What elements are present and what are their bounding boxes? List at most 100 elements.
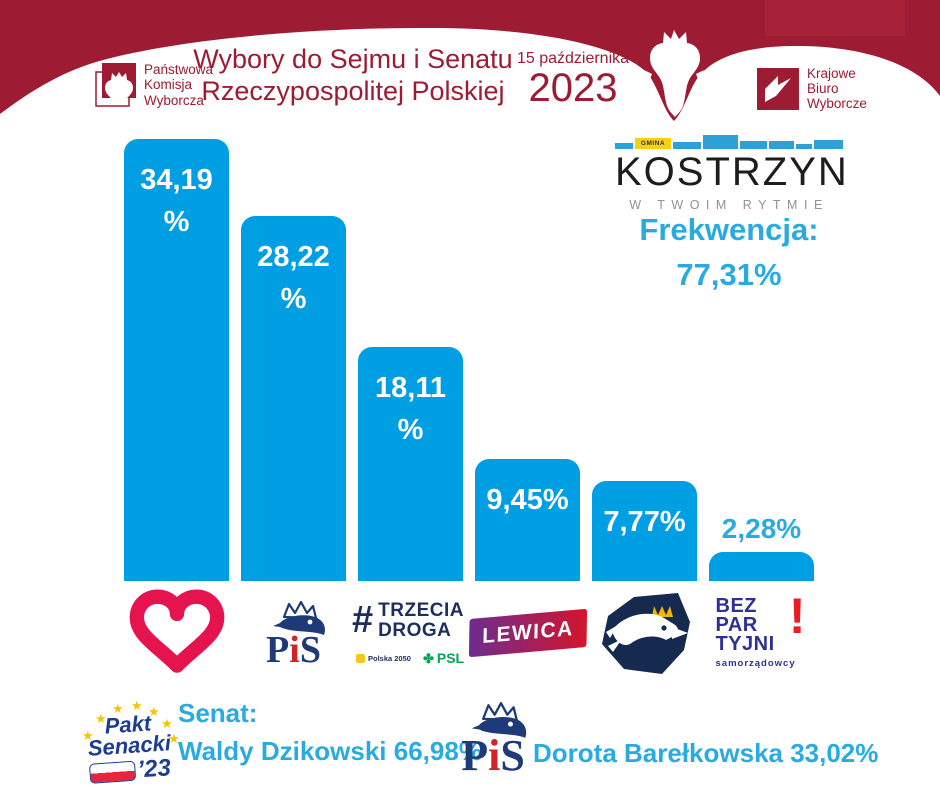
turnout-value: 77,31% xyxy=(676,257,782,292)
party-logo-lewica: LEWICA xyxy=(468,585,587,680)
party-logo-pis: PiS xyxy=(241,585,346,680)
party-logo-trzecia-droga: # TRZECIA DROGA Polska 2050 ✤ PSL xyxy=(352,585,470,680)
results-bar-chart: 34,19% 28,22% 18,11% 9,45% 7,77% 2,28% xyxy=(124,139,814,581)
pakt-senacki-logo: ★ ★ ★ ★ ★ ★ ★ Pakt Senacki ’23 xyxy=(82,698,184,784)
pakt-senacki-text: Pakt Senacki ’23 xyxy=(86,710,174,785)
date-day-month: 15 października xyxy=(516,50,630,67)
pis-letter-s: S xyxy=(500,731,525,780)
pis-wordmark: PiS xyxy=(461,734,525,778)
bar-value-label: 34,19% xyxy=(140,164,213,239)
header-band-graphic xyxy=(0,0,940,121)
bar-rect: 7,77% xyxy=(592,480,697,581)
bar-rect: 9,45% xyxy=(475,458,580,581)
pis-wordmark: PiS xyxy=(266,631,321,669)
poland-flag-icon xyxy=(88,760,137,784)
eq-bar xyxy=(673,142,701,149)
eq-bar xyxy=(615,143,633,149)
band-accent-rect xyxy=(765,0,905,36)
bar-value-label: 9,45% xyxy=(486,483,569,516)
star-icon: ★ xyxy=(131,698,143,713)
bar-value-label: 18,11% xyxy=(375,371,446,446)
kbw-line2: Biuro xyxy=(807,81,839,97)
kbw-logo: Krajowe Biuro Wyborcze xyxy=(757,66,867,111)
pkw-line2: Komisja xyxy=(144,77,193,93)
hash-icon: # xyxy=(352,599,374,641)
pis-eagle-icon xyxy=(471,701,527,738)
kostrzyn-logo: GMINA KOSTRZYN W TWOIM RYTMIE xyxy=(615,133,849,212)
pis-letter-p: P xyxy=(266,629,290,672)
kbw-line1: Krajowe xyxy=(807,66,856,81)
bar-column-2: 28,22% xyxy=(241,139,346,581)
senate-candidate-2-result: Dorota Barełkowska 33,02% xyxy=(533,738,879,768)
senate-candidate-1-result: Waldy Dzikowski 66,98% xyxy=(178,736,482,766)
turnout-block: Frekwencja: 77,31% xyxy=(600,212,858,293)
title-line1: Wybory do Sejmu i Senatu xyxy=(193,44,513,74)
eq-bar xyxy=(813,140,844,149)
bar-rect xyxy=(709,551,814,581)
pkw-eagle-icon xyxy=(95,63,136,107)
bar-column-5: 7,77% xyxy=(592,139,697,581)
turnout-label: Frekwencja: xyxy=(639,212,819,247)
kbw-line3: Wyborcze xyxy=(807,96,867,112)
eagle-silhouette-icon xyxy=(644,30,704,117)
eq-bar xyxy=(768,141,795,149)
eq-bar xyxy=(739,141,767,149)
party-logo-koalicja-obywatelska xyxy=(124,585,229,680)
election-date: 15 października 2023 xyxy=(512,50,634,108)
date-year: 2023 xyxy=(528,66,618,110)
gmina-badge: GMINA xyxy=(634,138,672,149)
trzecia-droga-wordmark: TRZECIA DROGA xyxy=(378,599,464,641)
polska2050-icon xyxy=(356,653,365,663)
td-word1: TRZECIA xyxy=(378,599,464,621)
star-icon: ★ xyxy=(95,711,107,726)
pis-letter-i: i xyxy=(488,731,501,780)
bar-rect: 34,19% xyxy=(124,139,229,581)
star-icon: ★ xyxy=(82,728,94,743)
pis-letter-i: i xyxy=(289,629,300,672)
star-icon: ★ xyxy=(112,701,124,716)
kostrzyn-name: KOSTRZYN xyxy=(615,150,849,194)
kostrzyn-equalizer-bars: GMINA xyxy=(615,133,844,149)
pis-letter-s: S xyxy=(299,629,321,672)
bar-value-label: 7,77% xyxy=(603,505,686,538)
eq-bar xyxy=(702,135,738,149)
bar-column-3: 18,11% xyxy=(358,139,463,581)
party-logo-bezpartyjni: BEZ PAR TYJNI ! samorządowcy xyxy=(709,585,814,680)
polska2050-logo: Polska 2050 xyxy=(356,653,411,663)
bar-rect: 18,11% xyxy=(358,346,463,581)
pakt-year: ’23 xyxy=(136,753,172,784)
td-word2: DROGA xyxy=(378,619,452,641)
pis-logo-senate: PiS xyxy=(452,700,534,778)
senat-heading: Senat: xyxy=(178,698,258,728)
kbw-label: Krajowe Biuro Wyborcze xyxy=(807,66,867,111)
exclamation-icon: ! xyxy=(788,587,806,644)
pkw-line1: Państwowa xyxy=(144,62,214,78)
bar-rect: 28,22% xyxy=(241,216,346,581)
pis-eagle-icon xyxy=(272,601,325,636)
kbw-mark-icon xyxy=(757,67,799,110)
psl-label: PSL xyxy=(436,650,465,666)
party-logo-konfederacja xyxy=(592,585,697,680)
pkw-line3: Wyborcza xyxy=(144,92,204,108)
bar-column-4: 9,45% xyxy=(475,139,580,581)
polska2050-label: Polska 2050 xyxy=(368,653,411,663)
bezpartyjni-wordmark: BEZ PAR TYJNI xyxy=(715,594,808,655)
bp-line1: BEZ xyxy=(715,594,757,617)
maroon-band xyxy=(0,0,940,121)
heart-icon xyxy=(129,588,224,673)
bar-value-label: 2,28% xyxy=(721,512,802,544)
bar-column-6: 2,28% xyxy=(709,139,814,581)
star-icon: ★ xyxy=(168,731,180,746)
bp-line3: TYJNI xyxy=(715,632,775,655)
star-icon: ★ xyxy=(148,704,160,719)
pis-letter-p: P xyxy=(461,731,489,780)
pkw-logo: Państwowa Komisja Wyborcza xyxy=(95,62,213,108)
pkw-label: Państwowa Komisja Wyborcza xyxy=(144,62,213,107)
psl-logo: ✤ PSL xyxy=(423,650,464,666)
kostrzyn-tagline: W TWOIM RYTMIE xyxy=(629,198,829,212)
bp-subtitle: samorządowcy xyxy=(715,657,796,669)
star-icon: ★ xyxy=(161,716,173,731)
page-title: Wybory do Sejmu i Senatu Rzeczypospolite… xyxy=(186,44,520,108)
bar-column-1: 34,19% xyxy=(124,139,229,581)
psl-clover-icon: ✤ xyxy=(422,650,434,666)
